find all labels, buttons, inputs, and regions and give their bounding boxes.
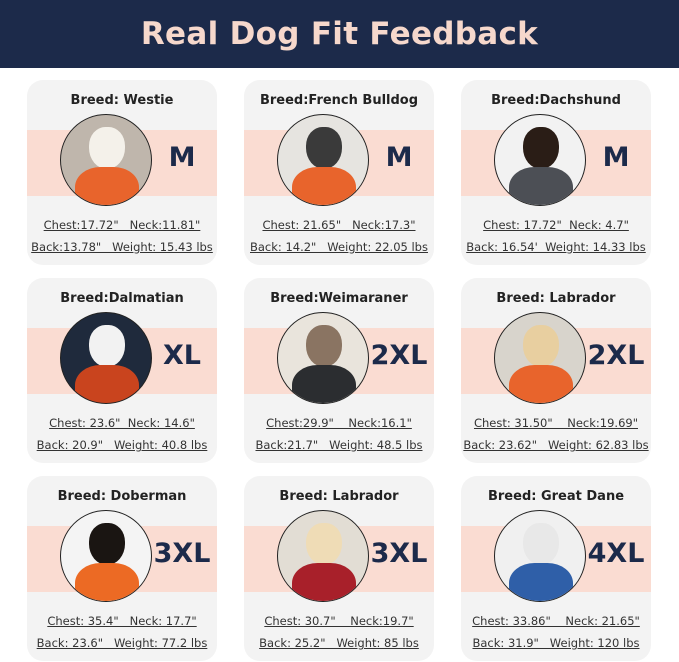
- dog-head: [523, 523, 559, 565]
- dog-head: [523, 325, 559, 367]
- dog-photo: [60, 114, 152, 206]
- size-label: 4XL: [587, 538, 645, 569]
- dog-photo: [494, 510, 586, 602]
- back-weight-measurements: Back: 20.9" Weight: 40.8 lbs: [27, 438, 217, 452]
- size-label: M: [385, 142, 413, 173]
- size-label: M: [602, 142, 630, 173]
- chest-neck-measurements: Chest: 21.65" Neck:17.3": [244, 218, 434, 232]
- sweater: [75, 167, 139, 205]
- dog-photo: [277, 114, 369, 206]
- measurement-text: Chest: 33.86" Neck: 21.65": [472, 614, 640, 628]
- back-weight-measurements: Back:21.7" Weight: 48.5 lbs: [244, 438, 434, 452]
- chest-neck-measurements: Chest: 17.72" Neck: 4.7": [461, 218, 651, 232]
- measurement-text: Chest: 31.50" Neck:19.69": [473, 416, 638, 430]
- size-label: 3XL: [153, 538, 211, 569]
- dog-head: [306, 127, 342, 169]
- back-weight-measurements: Back: 16.54' Weight: 14.33 lbs: [461, 240, 651, 254]
- dog-photo: [277, 312, 369, 404]
- sweater: [509, 563, 573, 601]
- size-label: XL: [162, 340, 202, 371]
- breed-label: Breed: Labrador: [496, 291, 616, 306]
- back-weight-measurements: Back: 31.9" Weight: 120 lbs: [461, 636, 651, 650]
- measurement-text: Back:21.7" Weight: 48.5 lbs: [255, 438, 423, 452]
- chest-neck-measurements: Chest: 31.50" Neck:19.69": [461, 416, 651, 430]
- dog-head: [89, 127, 125, 169]
- sweater: [75, 563, 139, 601]
- dog-head: [89, 325, 125, 367]
- sweater: [509, 167, 573, 205]
- page-title: Real Dog Fit Feedback: [140, 16, 539, 52]
- measurement-text: Chest: 30.7" Neck:19.7": [264, 614, 414, 628]
- dog-head: [306, 523, 342, 565]
- dog-fit-card: Breed:Dachshund M Chest: 17.72" Neck: 4.…: [461, 80, 651, 265]
- measurement-text: Back: 31.9" Weight: 120 lbs: [472, 636, 640, 650]
- dog-photo: [60, 510, 152, 602]
- chest-neck-measurements: Chest: 30.7" Neck:19.7": [244, 614, 434, 628]
- chest-neck-measurements: Chest: 33.86" Neck: 21.65": [461, 614, 651, 628]
- size-label: 2XL: [587, 340, 645, 371]
- measurement-text: Chest: 17.72" Neck: 4.7": [483, 218, 629, 232]
- measurement-text: Back:13.78" Weight: 15.43 lbs: [31, 240, 213, 254]
- breed-label: Breed: Westie: [70, 93, 174, 108]
- sweater: [75, 365, 139, 403]
- sweater: [292, 167, 356, 205]
- breed-label: Breed: Great Dane: [487, 489, 625, 504]
- back-weight-measurements: Back: 23.62" Weight: 62.83 lbs: [461, 438, 651, 452]
- dog-fit-card: Breed: Labrador 3XL Chest: 30.7" Neck:19…: [244, 476, 434, 661]
- dog-head: [89, 523, 125, 565]
- breed-label: Breed:Weimaraner: [270, 291, 408, 306]
- dog-photo: [494, 114, 586, 206]
- measurement-text: Back: 23.62" Weight: 62.83 lbs: [463, 438, 649, 452]
- size-label: M: [168, 142, 196, 173]
- breed-label: Breed:French Bulldog: [259, 93, 419, 108]
- chest-neck-measurements: Chest:29.9" Neck:16.1": [244, 416, 434, 430]
- measurement-text: Chest:29.9" Neck:16.1": [266, 416, 412, 430]
- dog-fit-card: Breed:French Bulldog M Chest: 21.65" Nec…: [244, 80, 434, 265]
- measurement-text: Chest: 23.6" Neck: 14.6": [49, 416, 195, 430]
- back-weight-measurements: Back:13.78" Weight: 15.43 lbs: [27, 240, 217, 254]
- dog-fit-card: Breed:Dalmatian XL Chest: 23.6" Neck: 14…: [27, 278, 217, 463]
- dog-photo: [60, 312, 152, 404]
- dog-fit-card: Breed: Doberman 3XL Chest: 35.4" Neck: 1…: [27, 476, 217, 661]
- size-label: 2XL: [370, 340, 428, 371]
- dog-photo: [277, 510, 369, 602]
- breed-label: Breed:Dalmatian: [60, 291, 184, 306]
- measurement-text: Chest: 21.65" Neck:17.3": [262, 218, 416, 232]
- size-label: 3XL: [370, 538, 428, 569]
- back-weight-measurements: Back: 14.2" Weight: 22.05 lbs: [244, 240, 434, 254]
- breed-label: Breed: Labrador: [279, 489, 399, 504]
- chest-neck-measurements: Chest: 23.6" Neck: 14.6": [27, 416, 217, 430]
- breed-label: Breed: Doberman: [57, 489, 187, 504]
- measurement-text: Back: 25.2" Weight: 85 lbs: [259, 636, 419, 650]
- measurement-text: Back: 16.54' Weight: 14.33 lbs: [466, 240, 646, 254]
- measurement-text: Chest: 35.4" Neck: 17.7": [47, 614, 197, 628]
- dog-photo: [494, 312, 586, 404]
- dog-head: [523, 127, 559, 169]
- dog-fit-card: Breed: Labrador 2XL Chest: 31.50" Neck:1…: [461, 278, 651, 463]
- measurement-text: Back: 14.2" Weight: 22.05 lbs: [250, 240, 428, 254]
- chest-neck-measurements: Chest: 35.4" Neck: 17.7": [27, 614, 217, 628]
- measurement-text: Chest:17.72" Neck:11.81": [43, 218, 201, 232]
- back-weight-measurements: Back: 25.2" Weight: 85 lbs: [244, 636, 434, 650]
- dog-fit-card: Breed:Weimaraner 2XL Chest:29.9" Neck:16…: [244, 278, 434, 463]
- breed-label: Breed:Dachshund: [491, 93, 621, 108]
- dog-fit-card: Breed: Westie M Chest:17.72" Neck:11.81"…: [27, 80, 217, 265]
- measurement-text: Back: 23.6" Weight: 77.2 lbs: [36, 636, 208, 650]
- measurement-text: Back: 20.9" Weight: 40.8 lbs: [36, 438, 208, 452]
- dog-fit-card: Breed: Great Dane 4XL Chest: 33.86" Neck…: [461, 476, 651, 661]
- sweater: [509, 365, 573, 403]
- dog-head: [306, 325, 342, 367]
- header-banner: Real Dog Fit Feedback: [0, 0, 679, 68]
- back-weight-measurements: Back: 23.6" Weight: 77.2 lbs: [27, 636, 217, 650]
- chest-neck-measurements: Chest:17.72" Neck:11.81": [27, 218, 217, 232]
- sweater: [292, 365, 356, 403]
- sweater: [292, 563, 356, 601]
